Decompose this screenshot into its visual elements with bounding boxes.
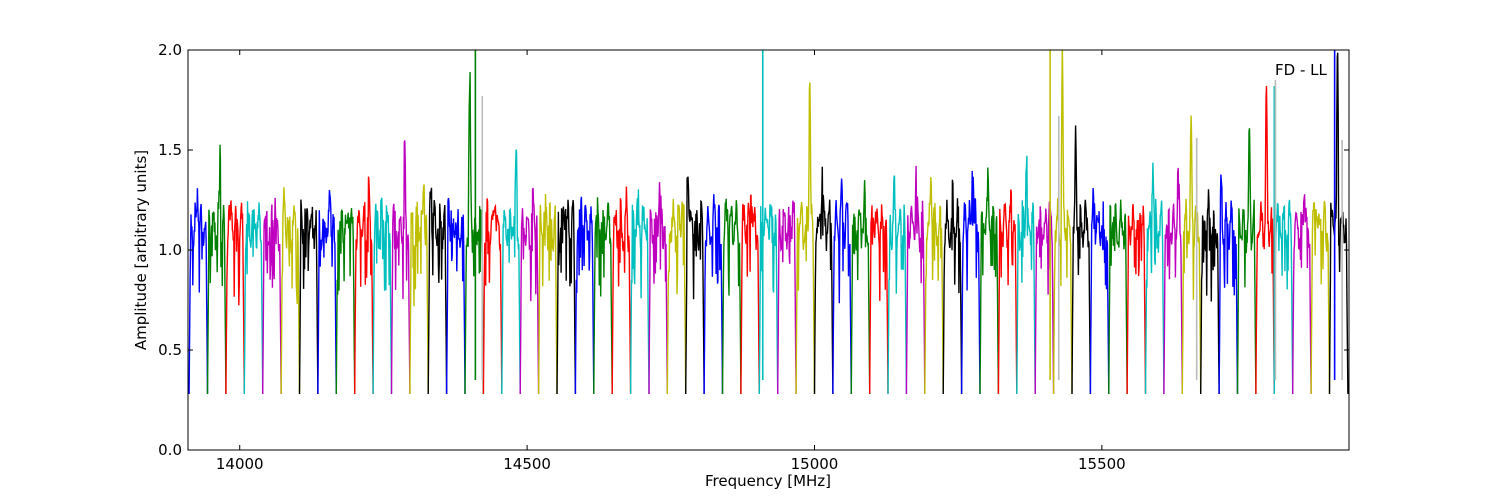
annotation-label: FD - LL: [1275, 61, 1327, 79]
x-tick-label: 14500: [503, 455, 551, 473]
series-segment: [1089, 187, 1110, 395]
series-segment: [1144, 162, 1165, 395]
series-segment: [795, 82, 816, 395]
series-segment: [354, 176, 374, 395]
series-segment: [629, 189, 650, 395]
series-segment: [519, 187, 540, 395]
series-segment: [813, 166, 834, 395]
series-segment: [869, 204, 889, 395]
series-segment: [850, 180, 871, 395]
series-segment: [1108, 199, 1128, 395]
series-segment: [1328, 52, 1349, 395]
series-segment: [666, 198, 687, 395]
series-segment: [445, 197, 466, 395]
series-segment: [188, 188, 209, 395]
series-segment: [1163, 167, 1184, 395]
y-tick-label: 2.0: [158, 41, 182, 59]
series-segment: [777, 200, 797, 395]
series-segment: [648, 182, 668, 395]
series-segment: [1310, 200, 1331, 395]
series-segment: [685, 176, 705, 395]
series-segment: [574, 196, 595, 395]
tick-layer: 14000 14500 15000 15500 0.0 0.5 1.0 1.5 2.0: [158, 41, 1349, 473]
series-segment: [1052, 50, 1073, 395]
series-segment: [960, 170, 981, 395]
series-segment: [409, 184, 429, 395]
series-segment: [1218, 174, 1239, 395]
series-segment: [1071, 125, 1092, 395]
series-segment: [721, 198, 742, 395]
series-segment: [703, 194, 724, 395]
series-segment: [335, 208, 356, 395]
x-tick-label: 15500: [1078, 455, 1126, 473]
x-axis-label: Frequency [MHz]: [705, 472, 831, 490]
series-segment: [887, 175, 908, 395]
series-segment: [1291, 194, 1312, 395]
series-segment: [832, 178, 852, 395]
series-segment: [427, 187, 448, 395]
series-segment: [298, 199, 319, 395]
series-segment: [611, 186, 632, 395]
series-segment: [1126, 204, 1147, 395]
series-segment: [464, 71, 485, 395]
series-segment: [537, 193, 558, 395]
series-segment: [1181, 115, 1202, 395]
series-segment: [593, 197, 613, 395]
x-tick-label: 15000: [791, 455, 839, 473]
series-segment: [280, 187, 301, 395]
series-segment: [225, 200, 245, 395]
series-segment: [740, 194, 760, 395]
x-tick-label: 14000: [216, 455, 264, 473]
series-segment: [243, 201, 264, 395]
y-tick-label: 1.5: [158, 141, 182, 159]
y-tick-label: 1.0: [158, 241, 182, 259]
series-segment: [206, 144, 227, 395]
y-tick-label: 0.0: [158, 441, 182, 459]
series-segment: [979, 167, 1000, 395]
series-segment: [556, 199, 577, 395]
series-segment: [905, 165, 926, 395]
series-segment: [501, 149, 521, 395]
series-segment: [1199, 189, 1220, 395]
series-segment: [1273, 199, 1294, 395]
y-tick-label: 0.5: [158, 341, 182, 359]
series-layer: [188, 50, 1349, 395]
series-segment: [942, 179, 963, 395]
series-segment: [317, 189, 337, 395]
series-segment: [390, 140, 411, 395]
series-segment: [924, 177, 944, 395]
series-segment: [262, 197, 282, 395]
series-segment: [1016, 155, 1036, 395]
y-axis-label: Amplitude [arbitrary units]: [132, 150, 150, 350]
series-segment: [1236, 128, 1257, 395]
series-segment: [1255, 85, 1276, 395]
series-segment: [372, 197, 393, 395]
series-segment: [997, 189, 1018, 395]
series-segment: [482, 198, 503, 395]
